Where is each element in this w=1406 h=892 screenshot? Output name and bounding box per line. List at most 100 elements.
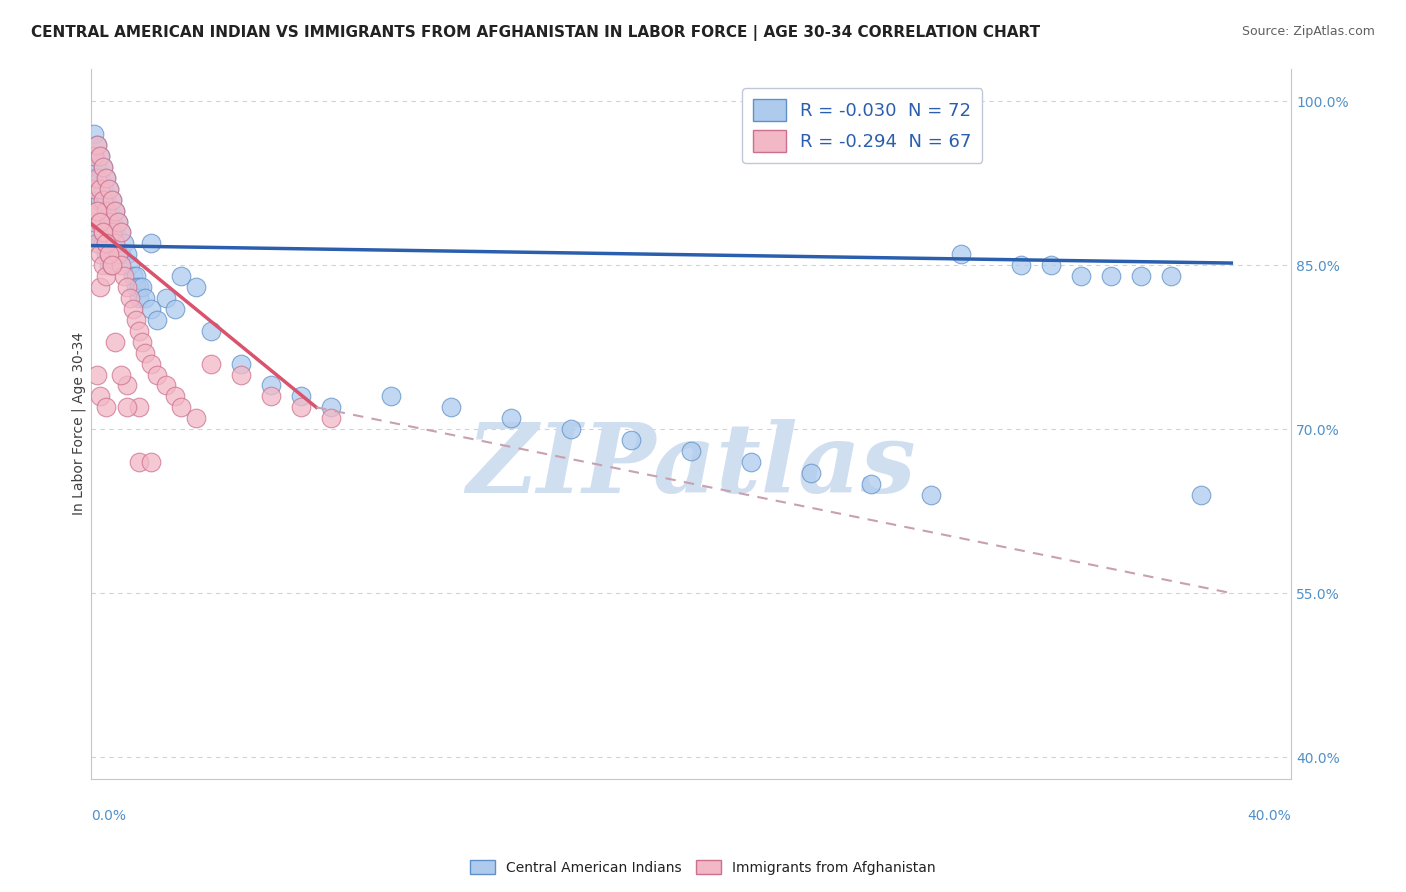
Point [83,127,105,141]
Point [110,226,132,240]
Point [91,226,114,240]
Point [96,269,118,284]
Point [146,368,169,382]
Point [101,193,124,207]
Point [83,170,105,185]
Point [110,226,132,240]
Point [231,357,253,371]
Point [98,247,121,261]
Point [98,236,121,251]
Point [107,214,129,228]
Point [740,455,762,469]
Point [146,313,169,327]
Point [89,280,111,294]
Point [91,214,114,228]
Point [83,149,105,163]
Point [321,411,343,425]
Point [101,193,124,207]
Point [117,247,139,261]
Point [91,193,114,207]
Point [86,138,108,153]
Point [96,236,118,251]
Point [89,236,111,251]
Point [86,226,108,240]
Point [89,247,111,261]
Point [117,378,139,392]
Point [117,280,139,294]
Point [98,203,121,218]
Point [290,401,312,415]
Point [89,214,111,228]
Point [112,236,135,251]
Point [101,226,124,240]
Point [141,236,163,251]
Point [89,149,111,163]
Point [110,368,132,382]
Point [89,149,111,163]
Point [107,214,129,228]
Point [104,236,127,251]
Point [91,226,114,240]
Point [101,214,124,228]
Point [141,455,163,469]
Point [1040,258,1063,272]
Point [107,247,129,261]
Point [96,170,118,185]
Point [86,170,108,185]
Point [98,214,121,228]
Point [104,226,127,240]
Point [125,269,148,284]
Point [380,389,402,403]
Point [89,182,111,196]
Y-axis label: In Labor Force | Age 30-34: In Labor Force | Age 30-34 [72,332,86,516]
Point [96,236,118,251]
Point [134,345,156,359]
Point [128,455,150,469]
Point [620,433,643,447]
Point [681,444,703,458]
Point [186,280,208,294]
Point [920,488,942,502]
Point [120,291,142,305]
Point [260,378,283,392]
Point [440,401,463,415]
Point [290,389,312,403]
Point [86,160,108,174]
Point [104,203,127,218]
Point [131,280,153,294]
Point [96,401,118,415]
Point [141,357,163,371]
Point [89,193,111,207]
Point [91,258,114,272]
Legend: Central American Indians, Immigrants from Afghanistan: Central American Indians, Immigrants fro… [465,855,941,880]
Point [86,368,108,382]
Point [112,269,135,284]
Point [91,236,114,251]
Point [800,466,823,480]
Text: 40.0%: 40.0% [1247,809,1291,823]
Point [1070,269,1092,284]
Point [1010,258,1032,272]
Point [128,280,150,294]
Legend: R = -0.030  N = 72, R = -0.294  N = 67: R = -0.030 N = 72, R = -0.294 N = 67 [742,88,983,163]
Point [117,401,139,415]
Point [950,247,973,261]
Text: ZIPatlas: ZIPatlas [467,419,917,514]
Point [86,236,108,251]
Point [860,476,883,491]
Point [96,193,118,207]
Point [104,203,127,218]
Point [122,269,145,284]
Point [83,149,105,163]
Point [122,301,145,316]
Point [91,160,114,174]
Point [86,138,108,153]
Point [1189,488,1212,502]
Point [89,214,111,228]
Point [165,301,187,316]
Text: CENTRAL AMERICAN INDIAN VS IMMIGRANTS FROM AFGHANISTAN IN LABOR FORCE | AGE 30-3: CENTRAL AMERICAN INDIAN VS IMMIGRANTS FR… [31,25,1040,41]
Point [1099,269,1122,284]
Point [98,258,121,272]
Point [125,280,148,294]
Point [125,313,148,327]
